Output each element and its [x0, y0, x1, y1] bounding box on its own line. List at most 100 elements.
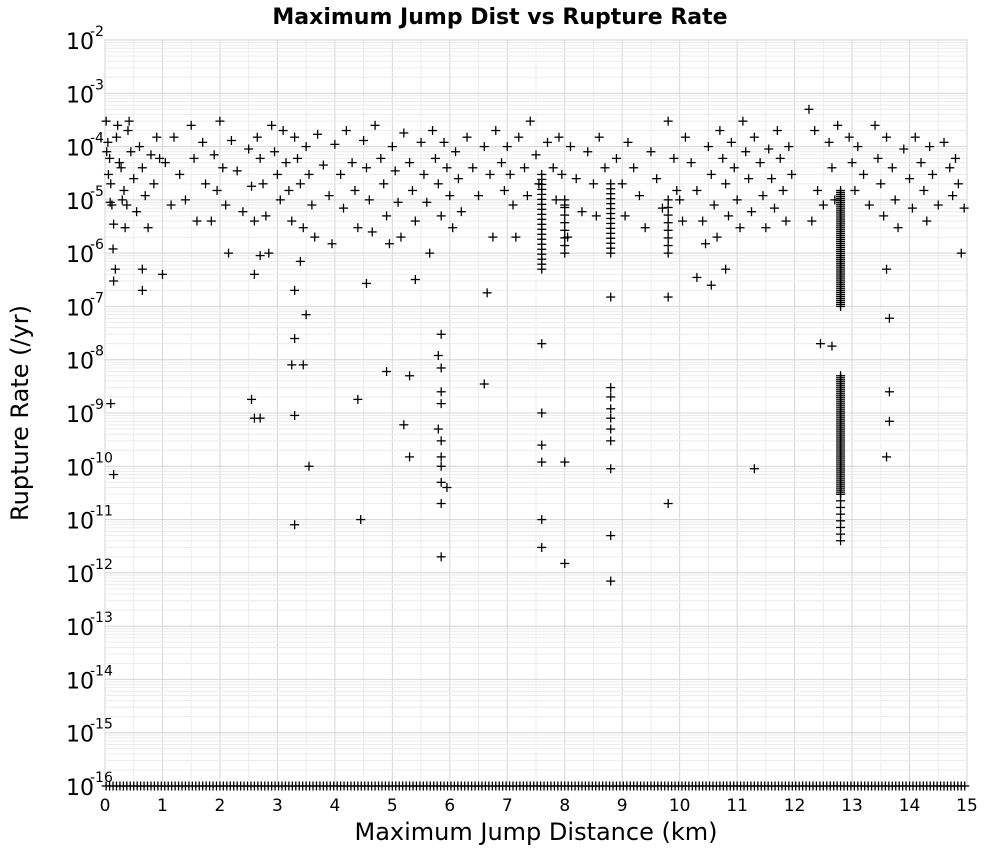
data-point	[405, 158, 415, 168]
data-point	[290, 334, 300, 344]
data-point	[669, 153, 679, 163]
data-point	[456, 207, 466, 217]
data-point	[537, 339, 547, 349]
data-point	[436, 552, 446, 562]
data-point	[663, 218, 673, 228]
data-point	[884, 416, 894, 426]
data-point	[186, 120, 196, 130]
data-point	[522, 191, 532, 201]
data-point	[703, 142, 713, 152]
data-point	[706, 169, 716, 179]
data-point	[629, 163, 639, 173]
data-point	[749, 464, 759, 474]
data-point	[249, 216, 259, 226]
x-axis-label: Maximum Jump Distance (km)	[355, 818, 718, 846]
data-point	[119, 185, 129, 195]
data-point	[399, 420, 409, 430]
y-tick-base: 10	[66, 243, 94, 268]
data-point	[390, 166, 400, 176]
data-point	[304, 461, 314, 471]
data-point	[706, 280, 716, 290]
x-tick-label: 7	[502, 796, 513, 816]
data-point	[399, 128, 409, 138]
data-point	[749, 132, 759, 142]
data-point	[560, 195, 570, 205]
data-point	[189, 153, 199, 163]
data-point	[215, 116, 225, 126]
data-point	[548, 163, 558, 173]
data-point	[565, 142, 575, 152]
data-point	[827, 341, 837, 351]
data-point	[600, 163, 610, 173]
data-point	[218, 163, 228, 173]
y-tick-label: 10-6	[66, 237, 104, 268]
data-point	[436, 211, 446, 221]
y-tick-base: 10	[66, 30, 94, 55]
y-tick-exponent: -6	[90, 237, 104, 253]
data-point	[290, 410, 300, 420]
y-tick-base: 10	[66, 83, 94, 108]
data-point	[301, 310, 311, 320]
y-axis-label: Rupture Rate (/yr)	[6, 305, 34, 521]
y-tick-exponent: -12	[90, 557, 113, 573]
data-point	[741, 147, 751, 157]
data-point	[433, 424, 443, 434]
data-point	[264, 248, 274, 258]
data-point	[353, 394, 363, 404]
data-point	[910, 132, 920, 142]
y-tick-label: 10-9	[66, 397, 104, 428]
data-point	[290, 520, 300, 530]
y-tick-base: 10	[66, 776, 94, 801]
data-point	[815, 339, 825, 349]
data-point	[238, 207, 248, 217]
y-tick-exponent: -8	[90, 344, 104, 360]
data-point	[701, 239, 711, 249]
y-tick-base: 10	[66, 723, 94, 748]
data-point	[247, 394, 257, 404]
data-point	[672, 185, 682, 195]
y-tick-label: 10-15	[66, 717, 113, 748]
data-point	[442, 163, 452, 173]
data-point	[106, 399, 116, 409]
data-point	[436, 399, 446, 409]
data-point	[718, 153, 728, 163]
data-point	[295, 256, 305, 266]
data-point	[361, 163, 371, 173]
data-point	[686, 158, 696, 168]
data-point	[646, 147, 656, 157]
data-point	[313, 129, 323, 139]
data-point	[488, 232, 498, 242]
data-point	[212, 185, 222, 195]
data-point	[304, 169, 314, 179]
data-point	[261, 211, 271, 221]
y-tick-label: 10-3	[66, 77, 104, 108]
data-point	[155, 153, 165, 163]
data-point	[606, 404, 616, 414]
data-point	[491, 126, 501, 136]
x-tick-label: 8	[559, 796, 570, 816]
data-point	[244, 144, 254, 154]
data-point	[103, 169, 113, 179]
data-point	[384, 239, 394, 249]
data-point	[807, 216, 817, 226]
data-point	[382, 367, 392, 377]
data-point	[724, 211, 734, 221]
data-point	[336, 169, 346, 179]
data-point	[436, 477, 446, 487]
data-point	[560, 248, 570, 258]
y-tick-base: 10	[66, 456, 94, 481]
data-point	[692, 185, 702, 195]
data-point	[124, 116, 134, 126]
data-point	[497, 158, 507, 168]
data-point	[101, 116, 111, 126]
data-point	[436, 436, 446, 446]
data-point	[370, 120, 380, 130]
data-point	[692, 272, 702, 282]
x-tick-label: 13	[841, 796, 863, 816]
data-point	[884, 387, 894, 397]
y-tick-base: 10	[66, 616, 94, 641]
data-point	[310, 232, 320, 242]
x-tick-label: 12	[784, 796, 806, 816]
data-point	[560, 210, 570, 220]
data-point	[416, 137, 426, 147]
